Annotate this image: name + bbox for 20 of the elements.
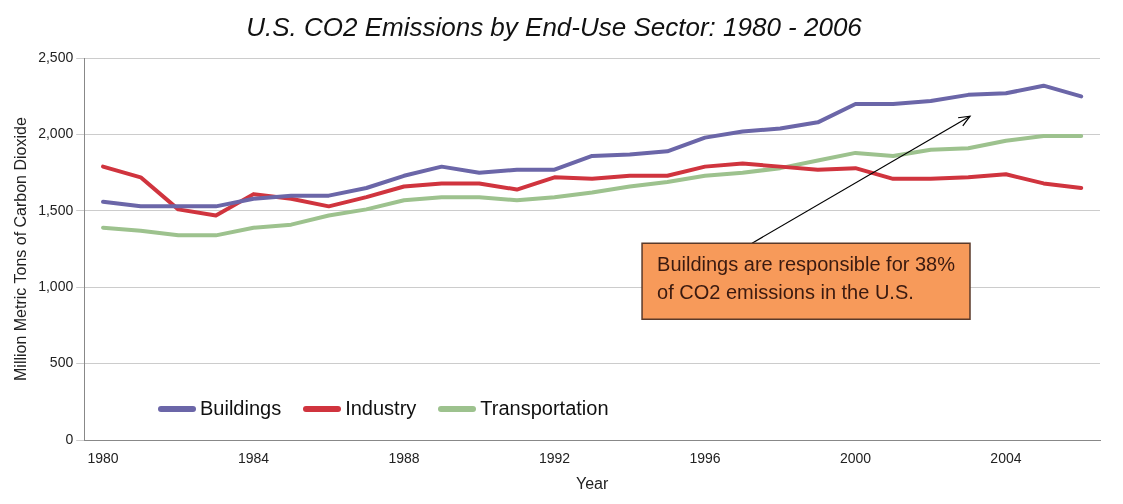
x-tick-label: 2000 [839,450,872,467]
x-tick-label: 2004 [990,450,1022,467]
legend-label: Transportation [480,397,609,420]
x-tick-label: 1988 [388,450,420,467]
y-tick-label: 0 [65,430,74,447]
y-tick-label: 1,500 [38,201,74,218]
y-tick-label: 1,000 [38,278,74,295]
x-tick-label: 1992 [538,450,571,467]
chart-title: U.S. CO2 Emissions by End-Use Sector: 1980 - 2006 [246,11,863,42]
legend-label: Buildings [200,397,282,420]
x-tick-label: 1984 [237,450,270,467]
y-tick-label: 2,500 [38,49,74,66]
annotation: Buildings are responsible for 38% of CO2 emissions in the U.S. [657,252,956,303]
legend-label: Industry [345,397,417,420]
x-tick-label: 1996 [689,450,721,467]
y-tick-label: 500 [49,354,74,371]
x-tick-label: 1980 [87,450,119,467]
y-tick-label: 2,000 [38,125,74,142]
x-axis-title: Year [575,474,609,492]
y-axis-title: Million Metric Tons of Carbon Dioxide [12,117,30,382]
